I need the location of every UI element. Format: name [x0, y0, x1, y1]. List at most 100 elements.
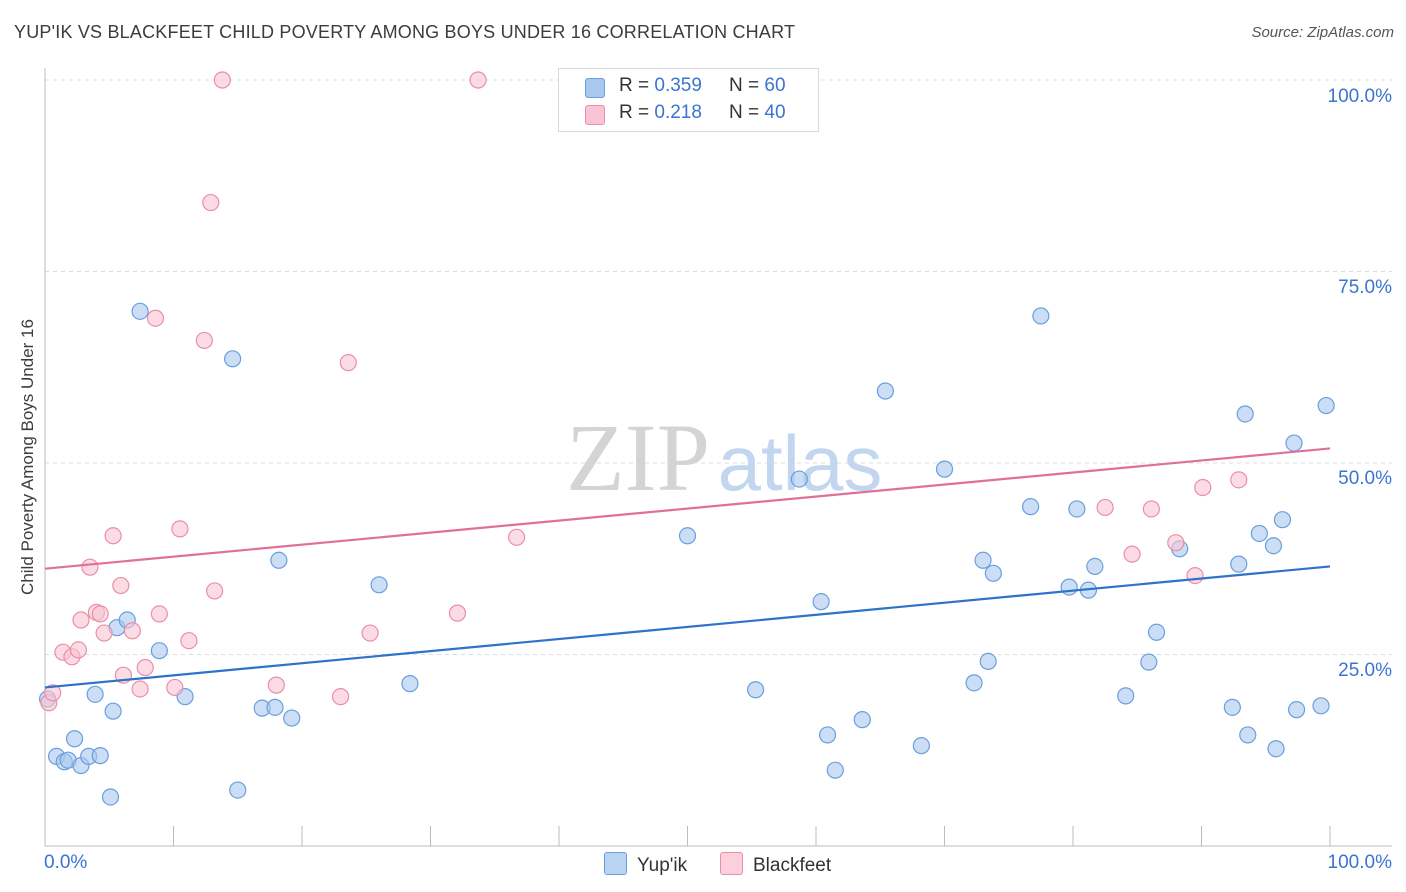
blackfeet-point-35[interactable] [1142, 500, 1160, 518]
bottom-legend-label-blackfeet: Blackfeet [753, 855, 832, 876]
blackfeet-point-30[interactable] [469, 71, 487, 89]
bottom-legend-label-yupik: Yup'ik [637, 855, 688, 876]
blackfeet-point-14[interactable] [131, 680, 149, 698]
yupik-point-23[interactable] [401, 675, 419, 693]
y-tick-label-100: 100.0% [1327, 86, 1392, 107]
blackfeet-point-20[interactable] [180, 632, 198, 650]
x-tick-label-max: 100.0% [1327, 852, 1392, 873]
blackfeet-point-16[interactable] [146, 309, 165, 327]
yupik-point-40[interactable] [1060, 578, 1078, 596]
yupik-point-32[interactable] [912, 737, 930, 755]
yupik-point-14[interactable] [150, 642, 168, 660]
yupik-point-57[interactable] [1287, 701, 1306, 719]
blackfeet-point-23[interactable] [206, 582, 224, 600]
yupik-point-7[interactable] [86, 685, 104, 703]
yupik-point-51[interactable] [1239, 726, 1257, 744]
yupik-point-33[interactable] [935, 460, 954, 478]
yupik-point-36[interactable] [979, 652, 997, 670]
yupik-point-20[interactable] [270, 551, 288, 569]
yupik-point-53[interactable] [1264, 537, 1283, 555]
yupik-point-8[interactable] [91, 747, 109, 765]
yupik-point-26[interactable] [790, 470, 808, 488]
yupik-point-56[interactable] [1285, 434, 1303, 452]
yupik-point-9[interactable] [101, 788, 120, 806]
yupik-point-13[interactable] [131, 302, 149, 320]
watermark-atlas: atlas [718, 419, 883, 507]
blackfeet-point-29[interactable] [448, 604, 467, 622]
yupik-point-10[interactable] [104, 702, 122, 720]
yupik-point-31[interactable] [876, 382, 894, 400]
blackfeet-point-15[interactable] [136, 658, 154, 677]
blackfeet-point-10[interactable] [104, 527, 122, 545]
blackfeet-point-38[interactable] [1194, 478, 1212, 497]
bottom-legend-blackfeet[interactable]: Blackfeet [720, 852, 831, 877]
yupik-point-21[interactable] [283, 709, 301, 727]
blackfeet-point-19[interactable] [171, 520, 189, 538]
yupik-point-4[interactable] [65, 730, 84, 748]
x-tick-label-min: 0.0% [44, 852, 88, 873]
legend-swatch-yupik [585, 78, 605, 98]
yupik-point-54[interactable] [1267, 740, 1285, 758]
yupik-point-50[interactable] [1236, 405, 1254, 423]
legend-n-blackfeet: N = 40 [729, 102, 786, 123]
yupik-point-58[interactable] [1312, 697, 1330, 715]
yupik-point-28[interactable] [818, 726, 837, 744]
blackfeet-point-17[interactable] [150, 605, 168, 623]
blackfeet-point-22[interactable] [202, 193, 220, 212]
blackfeet-point-33[interactable] [1096, 498, 1114, 517]
source-label: Source: ZipAtlas.com [1251, 24, 1394, 41]
blackfeet-point-18[interactable] [166, 678, 184, 697]
blackfeet-trend-line [44, 447, 1331, 570]
yupik-point-52[interactable] [1250, 524, 1268, 543]
yupik-point-59[interactable] [1317, 396, 1335, 415]
yupik-point-55[interactable] [1273, 511, 1292, 529]
blackfeet-point-27[interactable] [339, 354, 357, 372]
blackfeet-point-6[interactable] [81, 558, 99, 576]
blackfeet-point-25[interactable] [267, 676, 285, 694]
blackfeet-point-5[interactable] [72, 611, 90, 629]
blackfeet-point-1[interactable] [44, 684, 62, 702]
blackfeet-point-24[interactable] [213, 71, 231, 89]
grid-lines [45, 79, 1392, 655]
yupik-point-22[interactable] [370, 576, 388, 594]
yupik-point-45[interactable] [1140, 653, 1158, 671]
yupik-point-44[interactable] [1117, 687, 1135, 705]
yupik-point-27[interactable] [812, 593, 830, 611]
yupik-point-46[interactable] [1147, 623, 1166, 641]
blackfeet-point-36[interactable] [1167, 534, 1185, 552]
blackfeet-point-26[interactable] [331, 688, 350, 706]
blackfeet-point-21[interactable] [195, 331, 213, 350]
blackfeet-point-11[interactable] [112, 576, 130, 595]
yupik-point-25[interactable] [747, 681, 765, 699]
bottom-legend-yupik[interactable]: Yup'ik [604, 852, 687, 877]
blackfeet-point-39[interactable] [1230, 471, 1248, 489]
yupik-point-39[interactable] [1032, 307, 1050, 325]
yupik-point-41[interactable] [1068, 500, 1086, 518]
yupik-point-34[interactable] [965, 674, 983, 692]
bottom-legend-swatch-blackfeet [720, 852, 743, 875]
blackfeet-point-37[interactable] [1186, 567, 1204, 585]
yupik-point-35[interactable] [974, 551, 992, 569]
blackfeet-point-4[interactable] [69, 641, 88, 659]
yupik-point-17[interactable] [229, 781, 247, 799]
yupik-point-30[interactable] [853, 711, 871, 729]
blackfeet-point-13[interactable] [123, 622, 141, 640]
blackfeet-point-8[interactable] [91, 605, 109, 623]
blackfeet-point-28[interactable] [361, 624, 379, 642]
yupik-point-29[interactable] [826, 761, 844, 779]
blackfeet-point-31[interactable] [507, 528, 526, 546]
yupik-point-48[interactable] [1223, 698, 1241, 716]
yupik-point-38[interactable] [1021, 498, 1040, 516]
yupik-point-19[interactable] [266, 698, 284, 716]
yupik-point-43[interactable] [1086, 557, 1104, 576]
yupik-point-37[interactable] [984, 564, 1002, 582]
blackfeet-point-9[interactable] [95, 624, 113, 642]
yupik-point-16[interactable] [224, 350, 242, 368]
yupik-point-49[interactable] [1230, 555, 1248, 573]
y-tick-label-75: 75.0% [1338, 277, 1392, 298]
legend-r-blackfeet: R = 0.218 [619, 102, 702, 123]
blackfeet-point-34[interactable] [1123, 545, 1141, 563]
chart-title: YUP'IK VS BLACKFEET CHILD POVERTY AMONG … [14, 22, 796, 42]
yupik-point-24[interactable] [678, 527, 697, 545]
y-tick-label-50: 50.0% [1338, 468, 1392, 489]
